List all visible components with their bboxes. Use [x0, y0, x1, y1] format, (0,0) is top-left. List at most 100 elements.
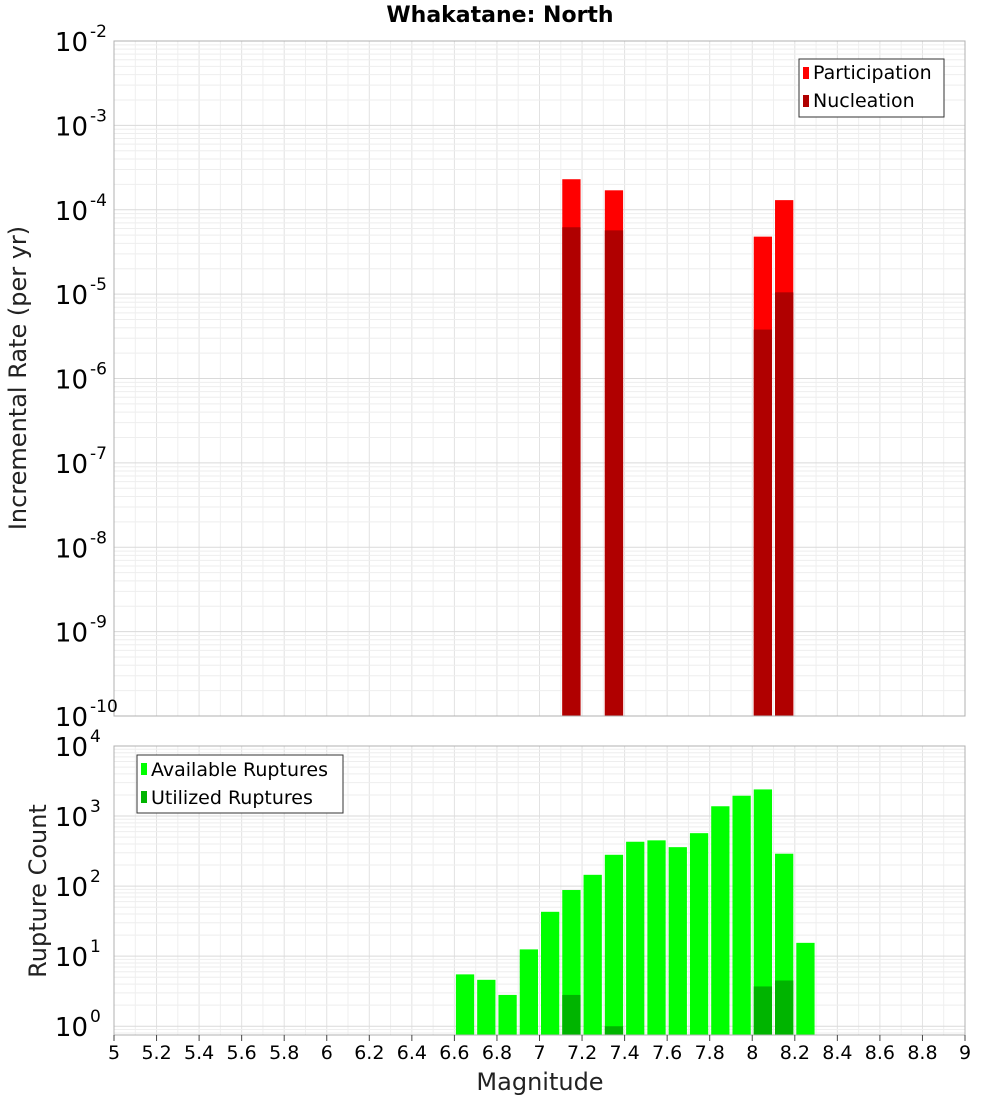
x-tick-label: 6.8 — [482, 1042, 512, 1064]
svg-text:-7: -7 — [90, 444, 107, 464]
legend-swatch-nucleation — [803, 95, 809, 107]
x-tick-label: 5.2 — [141, 1042, 171, 1064]
top-bars — [562, 179, 794, 716]
x-tick-label: 5.4 — [184, 1042, 214, 1064]
rate-bar-b — [753, 329, 773, 716]
y-tick-label: 10 2 — [55, 867, 101, 903]
svg-text:10: 10 — [55, 873, 88, 903]
count-bar-a — [583, 874, 602, 1035]
svg-text:-4: -4 — [90, 191, 107, 211]
svg-text:10: 10 — [55, 619, 88, 649]
svg-text:10: 10 — [55, 703, 88, 733]
svg-text:10: 10 — [55, 943, 88, 973]
x-tick-label: 7 — [533, 1042, 545, 1064]
top-panel: 10-210-310-410-510-610-710-810-910-10 In… — [4, 22, 966, 733]
y-tick-label: 10 0 — [55, 1007, 101, 1043]
legend-label-available: Available Ruptures — [151, 759, 328, 781]
x-tick-label: 7.2 — [567, 1042, 597, 1064]
x-tick-label: 7.8 — [695, 1042, 725, 1064]
legend-swatch-utilized — [141, 791, 147, 803]
x-ticks: 5 5.2 5.4 5.6 5.8 6 6.2 6.4 6.6 6.8 7 7.2 7.4 7.6 7.8 8… — [108, 1035, 971, 1064]
legend-swatch-available — [141, 763, 147, 775]
count-bar-b — [775, 980, 794, 1035]
y-tick-label: 10 4 — [55, 727, 101, 763]
count-bar-a — [668, 847, 687, 1035]
count-bar-b — [604, 1026, 624, 1035]
count-bar-a — [477, 979, 496, 1035]
svg-text:10: 10 — [55, 197, 88, 227]
x-tick-label: 8.2 — [780, 1042, 810, 1064]
bottom-y-axis-label: Rupture Count — [24, 804, 52, 978]
count-bar-a — [626, 841, 645, 1035]
bottom-legend: Available Ruptures Utilized Ruptures — [136, 754, 344, 814]
svg-text:3: 3 — [90, 797, 101, 817]
top-legend: Participation Nucleation — [798, 58, 945, 118]
svg-text:10: 10 — [55, 534, 88, 564]
count-bar-a — [689, 833, 709, 1035]
count-bar-a — [647, 840, 666, 1035]
svg-text:1: 1 — [90, 937, 101, 957]
y-tick-label: 10 -3 — [55, 106, 107, 142]
y-tick-label: 10 1 — [55, 937, 101, 973]
svg-text:10: 10 — [55, 1013, 88, 1043]
x-tick-label: 6.2 — [354, 1042, 384, 1064]
x-tick-label: 9 — [959, 1042, 971, 1064]
x-tick-label: 8.6 — [865, 1042, 895, 1064]
x-axis-label: Magnitude — [476, 1068, 603, 1096]
top-grid — [113, 40, 966, 717]
x-tick-label: 7.6 — [652, 1042, 682, 1064]
svg-text:-10: -10 — [90, 697, 118, 717]
y-tick-label: 10 -7 — [55, 444, 107, 480]
y-tick-label: 10 -2 — [55, 22, 107, 58]
bottom-bars — [455, 789, 815, 1035]
legend-label-utilized: Utilized Ruptures — [151, 787, 313, 809]
count-bar-a — [711, 806, 730, 1035]
legend-label-nucleation: Nucleation — [813, 90, 915, 112]
svg-text:-5: -5 — [90, 275, 107, 295]
x-tick-label: 5.6 — [227, 1042, 257, 1064]
count-bar-a — [498, 994, 517, 1035]
svg-text:0: 0 — [90, 1007, 101, 1027]
count-bar-b — [562, 994, 581, 1035]
x-tick-label: 6 — [321, 1042, 333, 1064]
chart-title: Whakatane: North — [386, 3, 613, 28]
svg-text:2: 2 — [90, 867, 101, 887]
y-tick-label: 10 -4 — [55, 191, 107, 227]
svg-text:-8: -8 — [90, 528, 107, 548]
count-bar-a — [455, 974, 475, 1035]
count-bar-a — [796, 942, 815, 1035]
x-tick-label: 8.4 — [822, 1042, 852, 1064]
count-bar-a — [753, 789, 773, 1035]
bottom-legend-box — [136, 754, 344, 814]
x-tick-label: 6.6 — [439, 1042, 469, 1064]
count-bar-a — [732, 795, 751, 1035]
top-y-ticks: 10-210-310-410-510-610-710-810-910-10 — [55, 22, 118, 733]
x-tick-label: 5.8 — [269, 1042, 299, 1064]
rate-bar-b — [562, 227, 581, 716]
svg-text:10: 10 — [55, 28, 88, 58]
top-y-axis-label: Incremental Rate (per yr) — [4, 226, 32, 530]
svg-text:10: 10 — [55, 112, 88, 142]
svg-text:-6: -6 — [90, 360, 107, 380]
svg-text:10: 10 — [55, 803, 88, 833]
svg-text:-9: -9 — [90, 613, 107, 633]
y-tick-label: 10 3 — [55, 797, 101, 833]
rate-bar-b — [604, 230, 624, 716]
svg-text:-3: -3 — [90, 106, 107, 126]
x-tick-label: 6.4 — [397, 1042, 427, 1064]
top-legend-box — [798, 58, 945, 118]
x-tick-label: 5 — [108, 1042, 120, 1064]
svg-text:-2: -2 — [90, 22, 107, 42]
rate-bar-b — [775, 292, 794, 716]
y-tick-label: 10 -9 — [55, 613, 107, 649]
y-tick-label: 10 -5 — [55, 275, 107, 311]
svg-text:10: 10 — [55, 450, 88, 480]
y-tick-label: 10 -10 — [55, 697, 118, 733]
y-tick-label: 10 -8 — [55, 528, 107, 564]
count-bar-a — [604, 854, 624, 1035]
svg-text:10: 10 — [55, 366, 88, 396]
x-tick-label: 8 — [746, 1042, 758, 1064]
